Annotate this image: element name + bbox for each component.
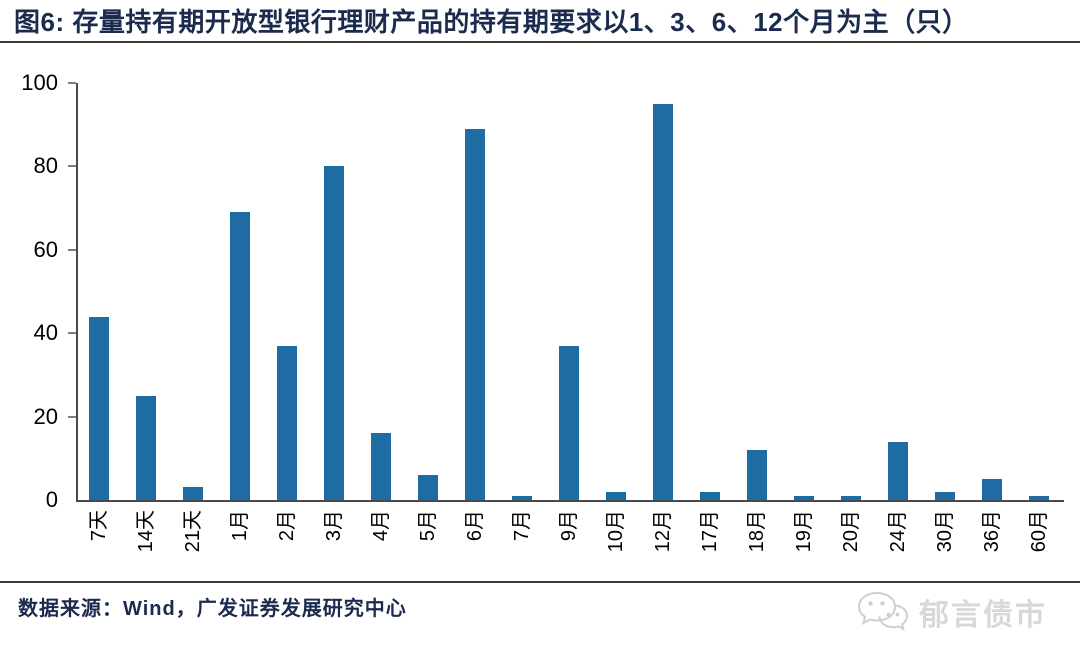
x-tick-label: 12月 bbox=[652, 510, 674, 553]
x-tick-label: 1月 bbox=[229, 510, 251, 542]
x-tick-label: 24月 bbox=[887, 510, 909, 553]
bar bbox=[277, 346, 297, 500]
y-tick-label: 40 bbox=[33, 320, 58, 346]
x-tick-label: 10月 bbox=[605, 510, 627, 553]
y-axis-line bbox=[76, 83, 78, 502]
x-tick-label: 36月 bbox=[981, 510, 1003, 553]
bar bbox=[371, 433, 391, 500]
wechat-bubbles-icon bbox=[857, 591, 909, 631]
bar bbox=[982, 479, 1002, 500]
y-axis-tick bbox=[68, 165, 76, 168]
y-axis-tick bbox=[68, 82, 76, 84]
bar bbox=[700, 492, 720, 500]
y-axis-tick bbox=[68, 248, 76, 251]
x-tick-label: 6月 bbox=[464, 510, 486, 542]
x-tick-label: 20月 bbox=[840, 510, 862, 553]
y-tick-label: 20 bbox=[33, 403, 58, 429]
bar-chart: 0 20 40 60 80 100 7天 14天 21天 1月 2月 3月 4月 5月 6月 7月 9月 10月 1… bbox=[0, 44, 1080, 581]
watermark-label: 郁言债市 bbox=[919, 599, 1047, 632]
x-tick-label: 3月 bbox=[323, 510, 345, 542]
bar bbox=[935, 492, 955, 500]
bar bbox=[183, 487, 203, 500]
bar bbox=[465, 129, 485, 500]
x-tick-label: 21天 bbox=[182, 510, 204, 553]
x-tick-label: 30月 bbox=[934, 510, 956, 553]
x-tick-label: 9月 bbox=[558, 510, 580, 542]
x-tick-label: 60月 bbox=[1028, 510, 1050, 553]
bar bbox=[418, 475, 438, 500]
bar bbox=[794, 496, 814, 500]
bar bbox=[747, 450, 767, 500]
bar bbox=[606, 492, 626, 500]
y-tick-label: 0 bbox=[45, 487, 58, 512]
x-tick-label: 14天 bbox=[135, 510, 157, 553]
title-divider bbox=[0, 41, 1080, 43]
footer-divider bbox=[0, 581, 1080, 583]
y-axis-tick bbox=[68, 332, 76, 335]
x-tick-label: 19月 bbox=[793, 510, 815, 553]
x-tick-label: 7天 bbox=[88, 510, 110, 542]
bar bbox=[559, 346, 579, 500]
bar bbox=[512, 496, 532, 500]
x-tick-label: 7月 bbox=[511, 510, 533, 542]
figure-title: 图6: 存量持有期开放型银行理财产品的持有期要求以1、3、6、12个月为主（只） bbox=[14, 7, 969, 37]
x-axis-line bbox=[76, 500, 1064, 502]
x-tick-label: 5月 bbox=[417, 510, 439, 542]
x-tick-label: 18月 bbox=[746, 510, 768, 553]
bar bbox=[89, 317, 109, 500]
bar bbox=[841, 496, 861, 500]
y-tick-label: 100 bbox=[21, 70, 58, 95]
watermark: 郁言债市 bbox=[856, 590, 1047, 634]
bar bbox=[653, 104, 673, 500]
bar bbox=[1029, 496, 1049, 500]
bar bbox=[136, 396, 156, 500]
bar bbox=[888, 442, 908, 500]
x-tick-label: 4月 bbox=[370, 510, 392, 542]
bar bbox=[230, 212, 250, 500]
y-tick-label: 80 bbox=[33, 153, 58, 179]
y-tick-label: 60 bbox=[33, 236, 58, 262]
data-source-text: 数据来源：Wind，广发证券发展研究中心 bbox=[18, 598, 407, 620]
y-axis-tick bbox=[68, 415, 76, 418]
x-tick-label: 2月 bbox=[276, 510, 298, 542]
bar bbox=[324, 166, 344, 500]
x-tick-label: 17月 bbox=[699, 510, 721, 553]
